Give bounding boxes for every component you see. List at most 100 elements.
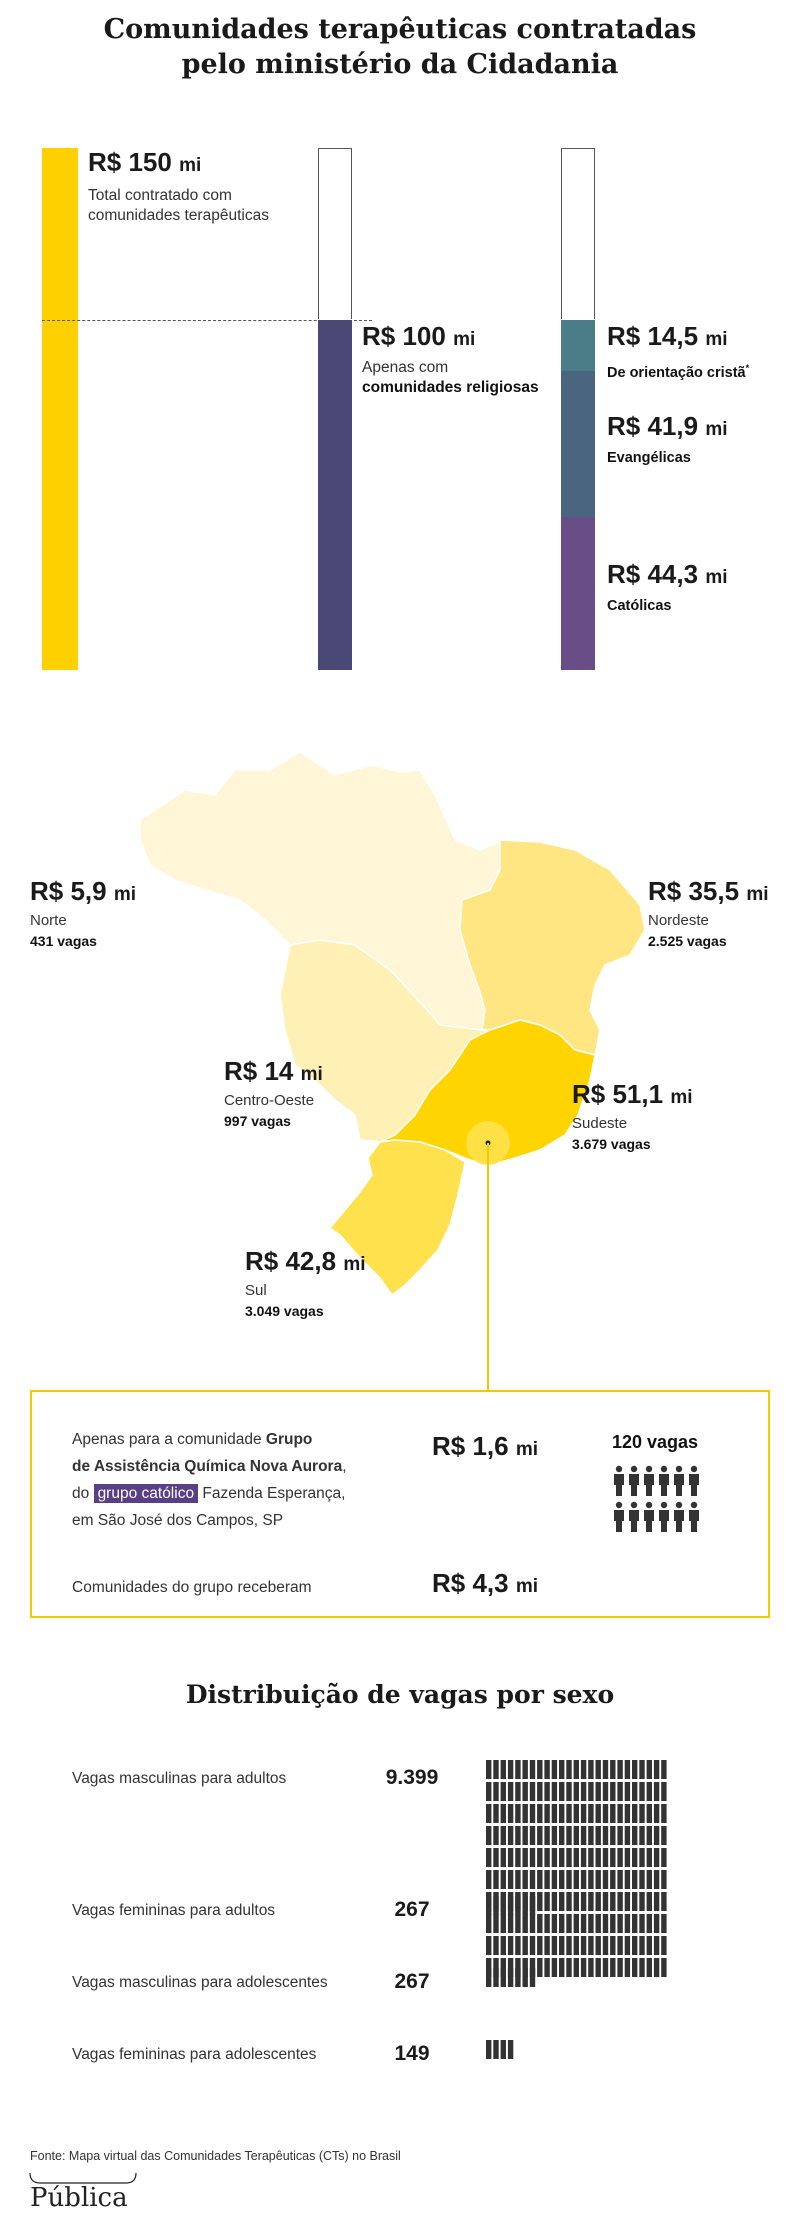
- sex-row-label: Vagas masculinas para adolescentes: [72, 1974, 328, 1991]
- callout-description: Apenas para a comunidade Grupo de Assist…: [72, 1426, 412, 1534]
- vagas-unit-mark: [500, 1896, 506, 1915]
- vagas-unit-mark: [507, 1870, 514, 1889]
- map-label-norte: R$ 5,9 mi Norte 431 vagas: [30, 877, 136, 951]
- vagas-unit-mark: [522, 1936, 528, 1955]
- people-icons: [614, 1465, 699, 1532]
- callout-line5: Comunidades do grupo receberam: [72, 1579, 312, 1596]
- vagas-unit-mark: [632, 1760, 638, 1779]
- vagas-unit-mark: [515, 1914, 521, 1933]
- footer-source: Fonte: Mapa virtual das Comunidades Tera…: [30, 2149, 401, 2163]
- vagas-unit-mark: [639, 1804, 645, 1823]
- bar-religious: [318, 320, 352, 670]
- vagas-unit-mark: [580, 1870, 587, 1889]
- vagas-unit-mark: [580, 1760, 587, 1779]
- sex-row-bar: [486, 1896, 536, 1915]
- vagas-unit-mark: [507, 1782, 514, 1801]
- person-icon: [659, 1501, 669, 1532]
- vagas-unit-mark: [500, 1760, 506, 1779]
- sex-row-value: 267: [394, 1970, 430, 1993]
- vagas-unit-mark: [617, 1958, 623, 1977]
- vagas-unit-mark: [493, 1826, 499, 1845]
- sex-row-bar: [486, 1760, 667, 1977]
- vagas-unit-mark: [515, 1782, 521, 1801]
- vagas-unit-mark: [529, 1870, 536, 1889]
- sudeste-amount: R$ 51,1: [572, 1079, 664, 1109]
- vagas-unit-mark: [493, 2040, 499, 2059]
- vagas-unit-mark: [500, 1968, 506, 1987]
- vagas-unit-mark: [551, 1936, 558, 1955]
- vagas-unit-mark: [544, 1782, 550, 1801]
- bar-religious-unit: mi: [453, 329, 476, 350]
- segment-crista-label: R$ 14,5 mi De orientação cristã*: [607, 322, 749, 383]
- vagas-unit-mark: [602, 1914, 609, 1933]
- vagas-unit-mark: [493, 1936, 499, 1955]
- vagas-unit-mark: [646, 1892, 652, 1911]
- vagas-unit-mark: [610, 1848, 616, 1867]
- vagas-unit-mark: [507, 1968, 514, 1987]
- vagas-unit-mark: [610, 1760, 616, 1779]
- vagas-unit-mark: [653, 1958, 660, 1977]
- vagas-unit-mark: [544, 1760, 550, 1779]
- vagas-unit-mark: [639, 1826, 645, 1845]
- vagas-unit-mark: [559, 1936, 565, 1955]
- centro-oeste-unit: mi: [300, 1064, 323, 1085]
- vagas-unit-mark: [573, 1958, 579, 1977]
- centro-oeste-amount: R$ 14: [224, 1056, 294, 1086]
- vagas-unit-mark: [617, 1826, 623, 1845]
- vagas-unit-mark: [573, 1826, 579, 1845]
- vagas-unit-mark: [588, 1804, 594, 1823]
- vagas-unit-mark: [610, 1892, 616, 1911]
- vagas-unit-mark: [610, 1804, 616, 1823]
- vagas-unit-mark: [566, 1870, 572, 1889]
- segment-catolicas-desc: Católicas: [607, 598, 672, 614]
- vagas-unit-mark: [580, 1914, 587, 1933]
- vagas-unit-mark: [624, 1870, 631, 1889]
- vagas-unit-mark: [529, 1826, 536, 1845]
- callout-amount2-unit: mi: [515, 1576, 539, 1597]
- vagas-unit-mark: [529, 1782, 536, 1801]
- vagas-unit-mark: [580, 1958, 587, 1977]
- vagas-unit-mark: [632, 1782, 638, 1801]
- vagas-unit-mark: [573, 1892, 579, 1911]
- vagas-unit-mark: [544, 1958, 550, 1977]
- bar-total-description: Total contratado com comunidades terapêu…: [88, 187, 269, 224]
- vagas-unit-mark: [588, 1892, 594, 1911]
- publica-logo: Pública: [30, 2183, 128, 2213]
- vagas-unit-mark: [595, 1826, 601, 1845]
- vagas-unit-mark: [522, 1870, 528, 1889]
- vagas-unit-mark: [595, 1936, 601, 1955]
- vagas-unit-mark: [646, 1914, 652, 1933]
- vagas-unit-mark: [580, 1892, 587, 1911]
- vagas-unit-mark: [573, 1870, 579, 1889]
- vagas-unit-mark: [573, 1760, 579, 1779]
- vagas-unit-mark: [595, 1870, 601, 1889]
- bar-total: [42, 148, 78, 670]
- bar-total-amount: R$ 150: [88, 147, 172, 177]
- vagas-unit-mark: [661, 1848, 667, 1867]
- person-icon: [659, 1465, 669, 1496]
- vagas-unit-mark: [551, 1914, 558, 1933]
- vagas-unit-mark: [573, 1936, 579, 1955]
- vagas-unit-mark: [646, 1826, 652, 1845]
- map-label-sudeste: R$ 51,1 mi Sudeste 3.679 vagas: [572, 1080, 693, 1154]
- segment-evangelicas-amount: R$ 41,9: [607, 411, 699, 441]
- person-icon: [644, 1465, 654, 1496]
- vagas-unit-mark: [515, 1760, 521, 1779]
- vagas-unit-mark: [522, 1958, 528, 1977]
- callout-amount1: R$ 1,6 mi: [432, 1432, 538, 1464]
- vagas-unit-mark: [624, 1958, 631, 1977]
- bar-stacked-outline: [561, 148, 595, 319]
- vagas-unit-mark: [602, 1958, 609, 1977]
- vagas-unit-mark: [639, 1914, 645, 1933]
- vagas-unit-mark: [559, 1958, 565, 1977]
- vagas-unit-mark: [522, 1826, 528, 1845]
- bar-religious-desc-bold: comunidades religiosas: [362, 379, 539, 396]
- callout-amount2: R$ 4,3 mi: [432, 1569, 538, 1601]
- vagas-unit-mark: [500, 1914, 506, 1933]
- vagas-unit-mark: [580, 1848, 587, 1867]
- vagas-unit-mark: [661, 1760, 667, 1779]
- vagas-unit-mark: [580, 1782, 587, 1801]
- vagas-unit-mark: [595, 1892, 601, 1911]
- segment-catolicas-unit: mi: [705, 567, 728, 588]
- vagas-unit-mark: [602, 1848, 609, 1867]
